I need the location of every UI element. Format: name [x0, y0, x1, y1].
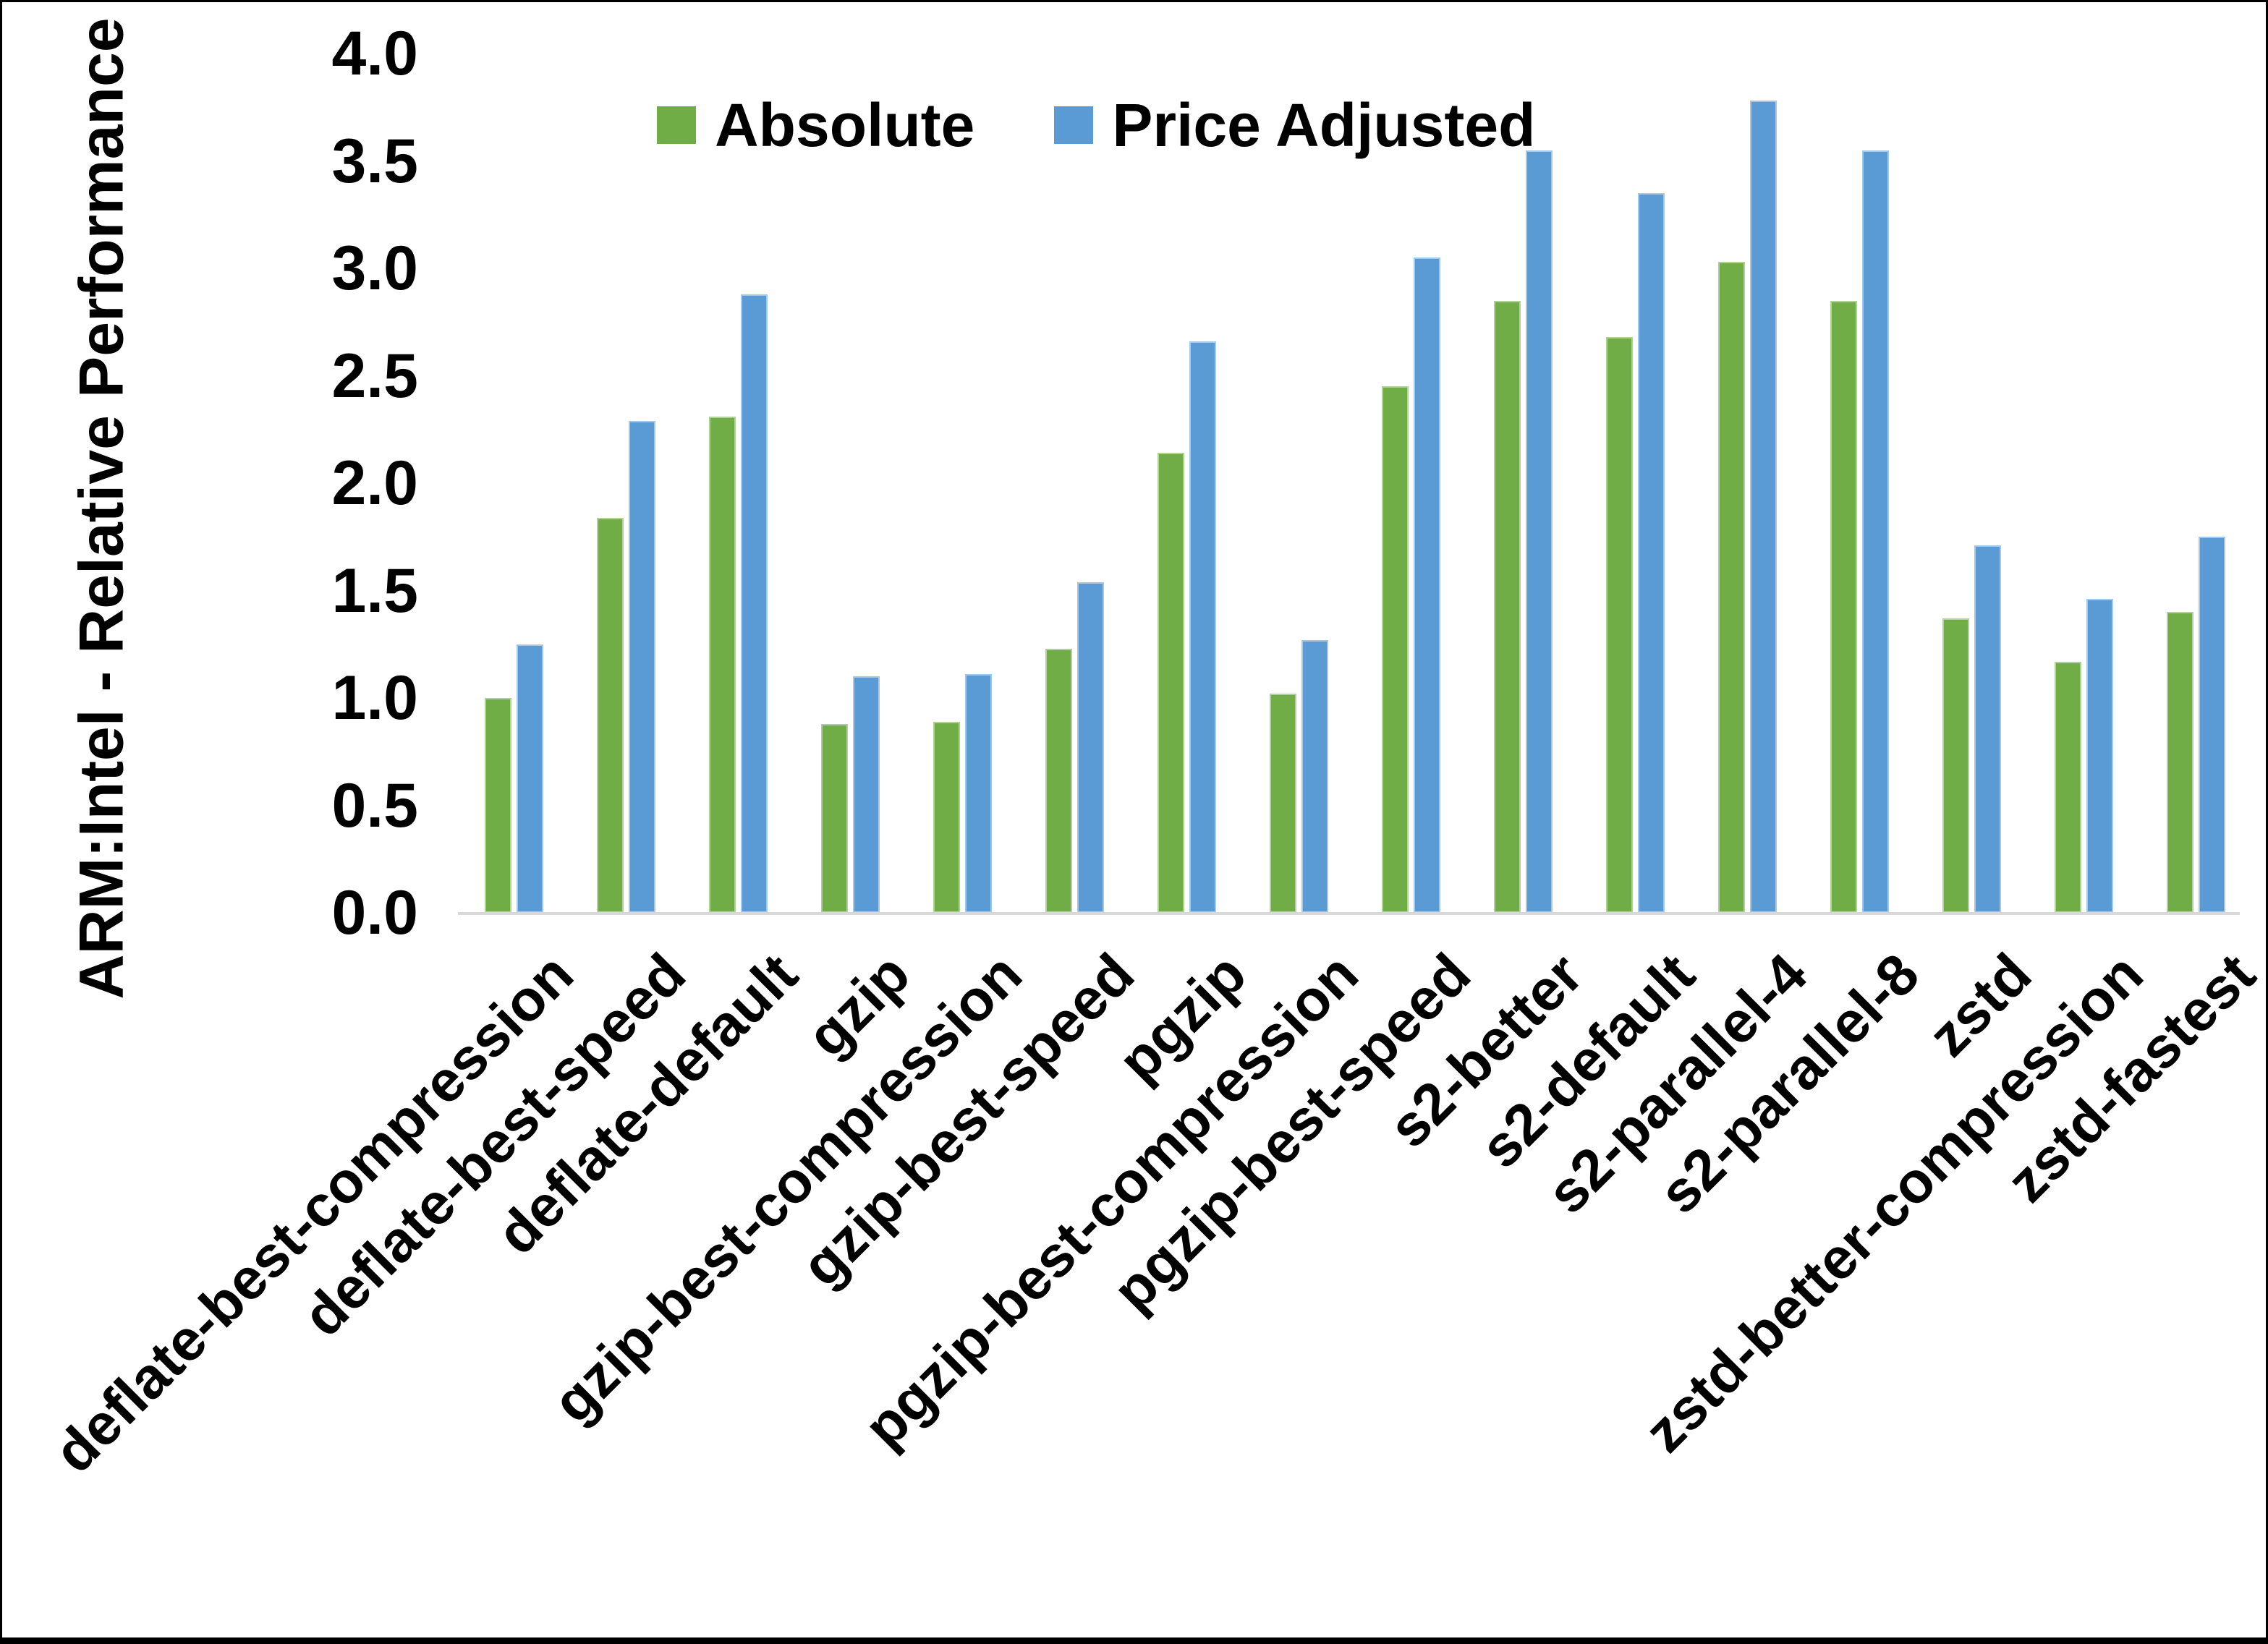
bar-absolute-s2-better — [1494, 301, 1521, 913]
bar-absolute-pgzip — [1158, 453, 1184, 913]
bar-price-adjusted-pgzip — [1189, 341, 1216, 913]
y-axis-tick-1.5: 1.5 — [331, 555, 418, 626]
bar-absolute-gzip-best-speed — [1045, 649, 1072, 913]
bar-price-adjusted-zstd-fastest — [2199, 537, 2225, 913]
y-axis-tick-2.5: 2.5 — [331, 341, 418, 411]
bar-absolute-gzip — [821, 724, 848, 913]
y-axis-tick-0.0: 0.0 — [331, 878, 418, 947]
y-axis-tick-3.5: 3.5 — [331, 126, 418, 196]
bar-price-adjusted-s2-parallel-4 — [1750, 101, 1777, 913]
bar-price-adjusted-gzip-best-speed — [1077, 582, 1104, 913]
y-axis-tick-3.0: 3.0 — [331, 234, 418, 303]
bar-absolute-deflate-default — [709, 417, 736, 913]
y-axis-tick-0.5: 0.5 — [331, 770, 418, 840]
x-axis-line — [458, 912, 2240, 915]
bar-absolute-s2-parallel-4 — [1718, 262, 1745, 913]
bar-price-adjusted-zstd-better-compression — [2086, 599, 2113, 913]
legend-swatch-absolute — [657, 106, 696, 144]
bar-absolute-zstd-better-compression — [2055, 662, 2081, 913]
bar-price-adjusted-deflate-best-speed — [629, 421, 655, 913]
y-axis-tick-4.0: 4.0 — [331, 19, 418, 88]
y-axis-tick-1.0: 1.0 — [331, 663, 418, 733]
legend: Absolute Price Adjusted — [657, 95, 1535, 156]
legend-label-absolute: Absolute — [715, 91, 975, 159]
bar-absolute-pgzip-best-speed — [1382, 386, 1409, 913]
bar-price-adjusted-pgzip-best-speed — [1414, 257, 1440, 913]
bar-price-adjusted-s2-parallel-8 — [1862, 150, 1889, 913]
bar-absolute-s2-default — [1606, 337, 1633, 913]
bar-absolute-zstd-fastest — [2167, 612, 2193, 913]
bar-absolute-deflate-best-speed — [597, 518, 624, 913]
bar-absolute-gzip-best-compression — [933, 722, 960, 913]
bar-price-adjusted-s2-better — [1526, 150, 1553, 913]
y-axis-title: ARM:Intel - Relative Performance — [67, 17, 137, 1000]
bar-price-adjusted-s2-default — [1638, 193, 1665, 913]
bar-price-adjusted-zstd — [1974, 545, 2001, 913]
bar-price-adjusted-pgzip-best-compression — [1301, 640, 1328, 913]
y-axis-tick-2.0: 2.0 — [331, 448, 418, 518]
legend-item-price-adjusted: Price Adjusted — [1054, 95, 1535, 156]
bar-absolute-zstd — [1942, 618, 1969, 913]
bar-absolute-deflate-best-compression — [485, 698, 511, 913]
bar-price-adjusted-deflate-best-compression — [517, 644, 543, 913]
legend-swatch-price-adjusted — [1054, 106, 1094, 144]
bar-price-adjusted-gzip — [853, 676, 880, 913]
bar-absolute-pgzip-best-compression — [1270, 694, 1296, 913]
bar-price-adjusted-gzip-best-compression — [965, 674, 992, 913]
legend-item-absolute: Absolute — [657, 95, 974, 156]
bar-price-adjusted-deflate-default — [741, 294, 768, 913]
bar-absolute-s2-parallel-8 — [1830, 301, 1857, 913]
legend-label-price-adjusted: Price Adjusted — [1112, 91, 1536, 159]
